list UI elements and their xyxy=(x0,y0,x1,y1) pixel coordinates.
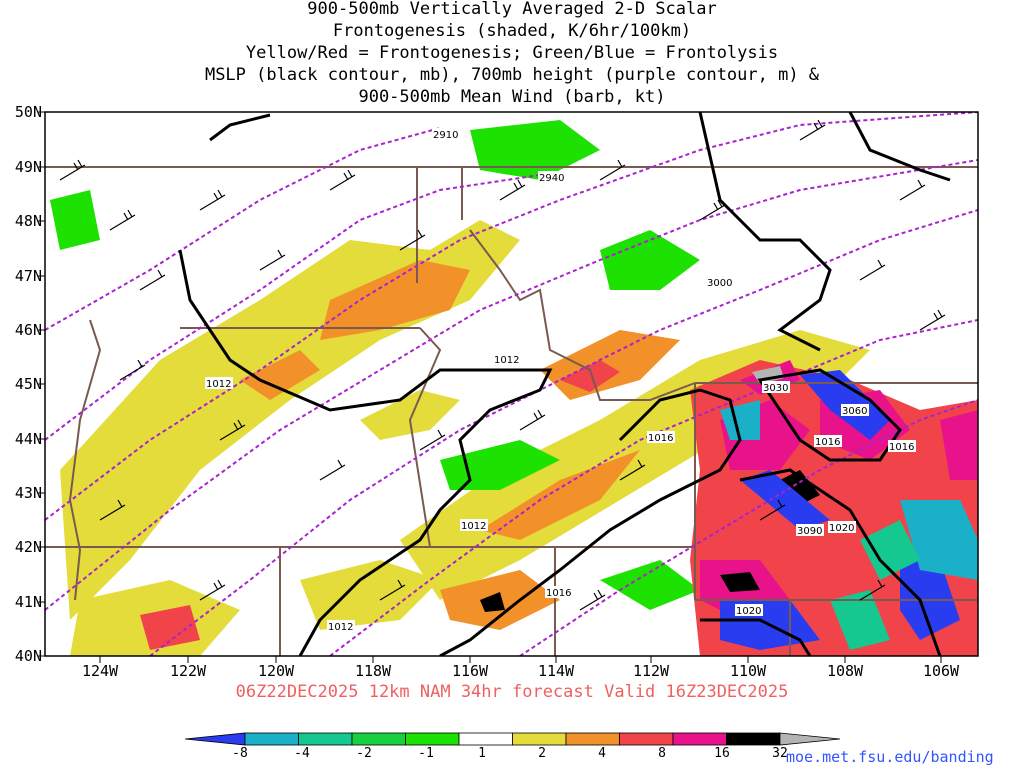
height-label: 3030 xyxy=(763,383,788,394)
title-line-1: 900-500mb Vertically Averaged 2-D Scalar xyxy=(307,0,717,19)
mslp-label: 1012 xyxy=(328,622,353,633)
colorbar-segment xyxy=(779,732,841,746)
colorbar-segment xyxy=(351,732,406,746)
mslp-label: 1016 xyxy=(546,588,571,599)
mslp-contours xyxy=(178,112,951,656)
mslp-label: 1020 xyxy=(736,606,761,617)
mslp-label: 1012 xyxy=(494,355,519,366)
colorbar-segment xyxy=(726,732,781,746)
colorbar-segment xyxy=(405,732,460,746)
lon-label: 110W xyxy=(729,662,767,680)
mslp-label: 1016 xyxy=(889,442,914,453)
lat-label: 45N xyxy=(14,375,42,393)
height-contours-700mb xyxy=(45,112,978,656)
mslp-label: 1016 xyxy=(648,433,673,444)
colorbar-segment xyxy=(458,732,513,746)
colorbar-segment xyxy=(512,732,567,746)
lon-label: 118W xyxy=(354,662,392,680)
lat-label: 41N xyxy=(14,593,42,611)
colorbar-label: 4 xyxy=(598,746,606,761)
height-label: 3000 xyxy=(707,278,732,289)
colorbar-label: 16 xyxy=(714,746,730,761)
lon-label: 116W xyxy=(451,662,489,680)
title-line-4: MSLP (black contour, mb), 700mb height (… xyxy=(204,65,820,85)
colorbar-label: 1 xyxy=(478,746,486,761)
height-label: 3060 xyxy=(842,406,867,417)
colorbar-segment xyxy=(244,732,299,746)
lat-label: 40N xyxy=(14,647,42,665)
colorbar-label: -4 xyxy=(294,746,310,761)
colorbar-label: -1 xyxy=(418,746,434,761)
lat-label: 50N xyxy=(14,103,42,121)
contour-labels: 1012 1012 1012 1012 1016 1016 1016 1016 … xyxy=(205,128,916,633)
lat-label: 48N xyxy=(14,212,42,230)
colorbar xyxy=(184,732,841,746)
lon-label: 108W xyxy=(826,662,864,680)
colorbar-segment xyxy=(672,732,727,746)
height-label: 3090 xyxy=(797,526,822,537)
mslp-label: 1020 xyxy=(829,523,854,534)
credit-link[interactable]: moe.met.fsu.edu/banding xyxy=(786,748,994,766)
title-line-2: Frontogenesis (shaded, K/6hr/100km) xyxy=(332,21,692,41)
wind-barbs xyxy=(59,119,946,611)
lat-label: 44N xyxy=(14,430,42,448)
lat-label: 42N xyxy=(14,538,42,556)
lon-label: 124W xyxy=(81,662,119,680)
height-label: 2940 xyxy=(539,173,564,184)
colorbar-label: -2 xyxy=(356,746,372,761)
lat-label: 43N xyxy=(14,484,42,502)
title-line-3: Yellow/Red = Frontogenesis; Green/Blue =… xyxy=(245,43,779,63)
lon-label: 112W xyxy=(632,662,670,680)
colorbar-segment xyxy=(565,732,620,746)
lat-label: 47N xyxy=(14,267,42,285)
mslp-label: 1012 xyxy=(206,379,231,390)
mslp-label: 1016 xyxy=(815,437,840,448)
lon-label: 122W xyxy=(169,662,207,680)
lat-label: 46N xyxy=(14,321,42,339)
lon-label: 106W xyxy=(922,662,960,680)
forecast-valid-line: 06Z22DEC2025 12km NAM 34hr forecast Vali… xyxy=(235,682,789,702)
colorbar-segment xyxy=(619,732,674,746)
colorbar-label: 8 xyxy=(658,746,666,761)
lon-label: 114W xyxy=(537,662,575,680)
mslp-label: 1012 xyxy=(461,521,486,532)
height-label: 2910 xyxy=(433,130,458,141)
axis-ticks xyxy=(38,111,942,663)
colorbar-label: -8 xyxy=(232,746,248,761)
colorbar-segment xyxy=(184,732,246,746)
lat-label: 49N xyxy=(14,158,42,176)
title-line-5: 900-500mb Mean Wind (barb, kt) xyxy=(358,87,666,107)
lon-label: 120W xyxy=(257,662,295,680)
colorbar-label: 2 xyxy=(538,746,546,761)
colorbar-label: 32 xyxy=(772,746,788,761)
colorbar-segment xyxy=(298,732,353,746)
